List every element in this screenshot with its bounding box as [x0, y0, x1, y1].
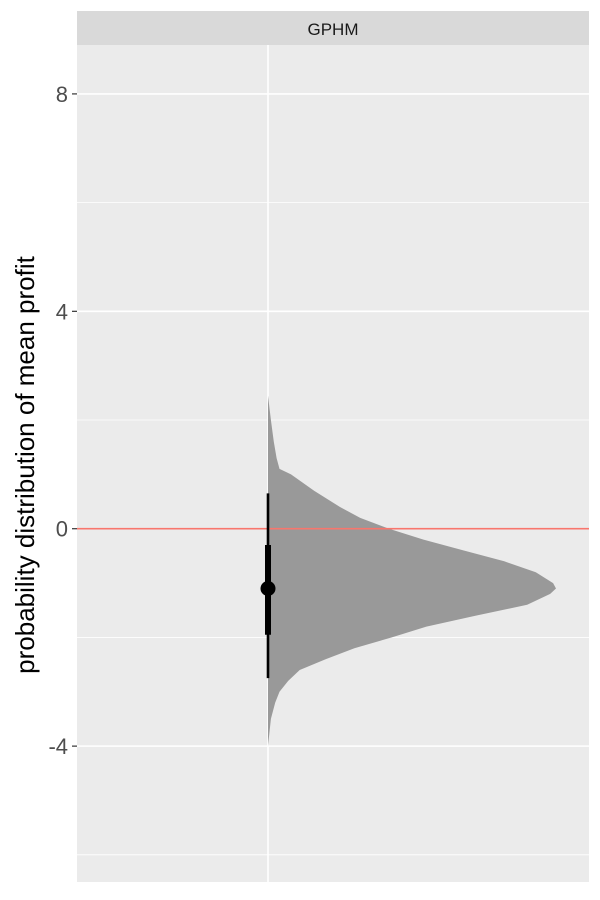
density-slab [268, 395, 556, 747]
y-tick-label: 0 [56, 517, 68, 542]
y-tick-label: -4 [48, 734, 68, 759]
facet-strip-bg [77, 11, 589, 45]
facet-label: GPHM [308, 20, 359, 39]
y-tick-label: 4 [56, 299, 68, 324]
y-axis-title: probability distribution of mean profit [10, 255, 40, 673]
interval-layer [260, 493, 276, 679]
y-tick-label: 8 [56, 82, 68, 107]
plot-panel [77, 45, 589, 882]
y-axis: -4 0 4 8 [48, 82, 77, 759]
density-layer [268, 395, 556, 747]
facet-strip: GPHM [77, 11, 589, 45]
median-point [260, 581, 276, 597]
